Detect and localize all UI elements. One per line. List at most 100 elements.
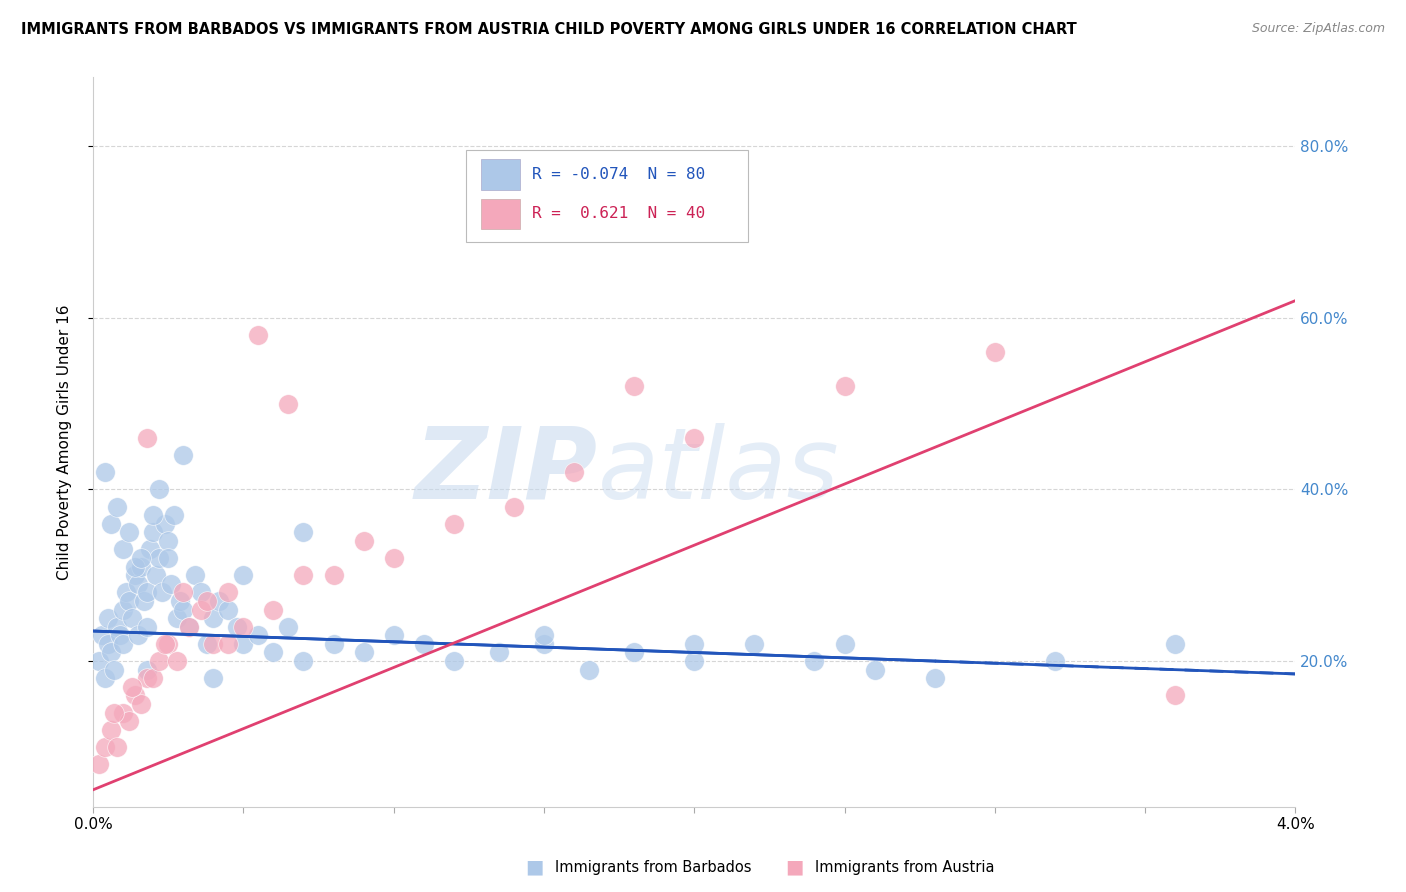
Point (127, 577, 149, 591)
Point (94, 465, 117, 479)
Point (91, 628, 114, 642)
Point (683, 637, 706, 651)
FancyBboxPatch shape (481, 159, 520, 190)
Point (157, 533, 180, 548)
Point (322, 568, 344, 582)
Point (172, 448, 194, 462)
Point (292, 525, 315, 540)
Text: Source: ZipAtlas.com: Source: ZipAtlas.com (1251, 22, 1385, 36)
Point (157, 551, 180, 566)
Point (195, 637, 218, 651)
FancyBboxPatch shape (481, 199, 520, 229)
Point (683, 431, 706, 445)
Point (148, 483, 170, 497)
Point (87, 757, 110, 772)
Point (562, 465, 585, 479)
Point (166, 611, 188, 625)
Point (118, 714, 141, 728)
Point (142, 671, 165, 685)
Point (232, 620, 254, 634)
Point (112, 542, 135, 557)
Point (145, 568, 167, 582)
Point (195, 594, 218, 608)
Point (1043, 654, 1066, 668)
Text: R = -0.074  N = 80: R = -0.074 N = 80 (531, 167, 706, 182)
Point (262, 602, 284, 616)
Point (803, 654, 825, 668)
Point (160, 577, 183, 591)
Point (108, 628, 131, 642)
Point (172, 602, 194, 616)
Point (202, 637, 225, 651)
Text: Immigrants from Barbados: Immigrants from Barbados (555, 860, 752, 874)
Point (292, 568, 315, 582)
Point (488, 645, 510, 659)
Point (834, 637, 856, 651)
Text: atlas: atlas (598, 423, 839, 520)
Point (232, 568, 254, 582)
Point (97, 637, 120, 651)
Point (322, 637, 344, 651)
Point (533, 637, 555, 651)
Point (103, 663, 125, 677)
Point (292, 654, 315, 668)
Point (924, 671, 946, 685)
Point (217, 602, 239, 616)
Text: ZIP: ZIP (415, 423, 598, 520)
Text: ■: ■ (524, 857, 544, 877)
Point (232, 637, 254, 651)
Point (100, 723, 122, 737)
Point (1164, 689, 1187, 703)
Point (184, 568, 207, 582)
Point (190, 602, 212, 616)
Point (121, 611, 143, 625)
Point (153, 516, 176, 531)
Point (202, 671, 225, 685)
Point (148, 551, 170, 566)
Point (127, 628, 149, 642)
Point (129, 551, 152, 566)
Point (443, 654, 465, 668)
Point (105, 620, 128, 634)
Point (97, 611, 120, 625)
Point (124, 689, 146, 703)
Point (142, 508, 165, 523)
Point (100, 645, 122, 659)
Point (94, 671, 117, 685)
Point (124, 568, 146, 582)
Point (179, 620, 201, 634)
Point (179, 620, 201, 634)
Y-axis label: Child Poverty Among Girls Under 16: Child Poverty Among Girls Under 16 (58, 304, 72, 580)
Point (502, 500, 524, 514)
Point (1164, 637, 1187, 651)
Point (353, 645, 375, 659)
Point (172, 585, 194, 599)
Point (744, 637, 766, 651)
Point (136, 620, 159, 634)
Point (136, 585, 159, 599)
Point (217, 585, 239, 599)
Point (683, 654, 706, 668)
Point (142, 525, 165, 540)
Text: ■: ■ (785, 857, 804, 877)
Point (139, 542, 162, 557)
Point (124, 559, 146, 574)
Point (115, 585, 138, 599)
Point (134, 594, 156, 608)
Text: IMMIGRANTS FROM BARBADOS VS IMMIGRANTS FROM AUSTRIA CHILD POVERTY AMONG GIRLS UN: IMMIGRANTS FROM BARBADOS VS IMMIGRANTS F… (21, 22, 1077, 37)
Point (118, 594, 141, 608)
Point (118, 525, 141, 540)
Point (105, 739, 128, 754)
Point (247, 628, 270, 642)
Point (834, 379, 856, 393)
Point (166, 654, 188, 668)
Point (129, 559, 152, 574)
Point (94, 739, 117, 754)
Point (382, 551, 405, 566)
Point (163, 508, 186, 523)
Point (202, 611, 225, 625)
Point (150, 585, 173, 599)
Text: R =  0.621  N = 40: R = 0.621 N = 40 (531, 206, 706, 221)
Point (105, 500, 128, 514)
Point (112, 637, 135, 651)
